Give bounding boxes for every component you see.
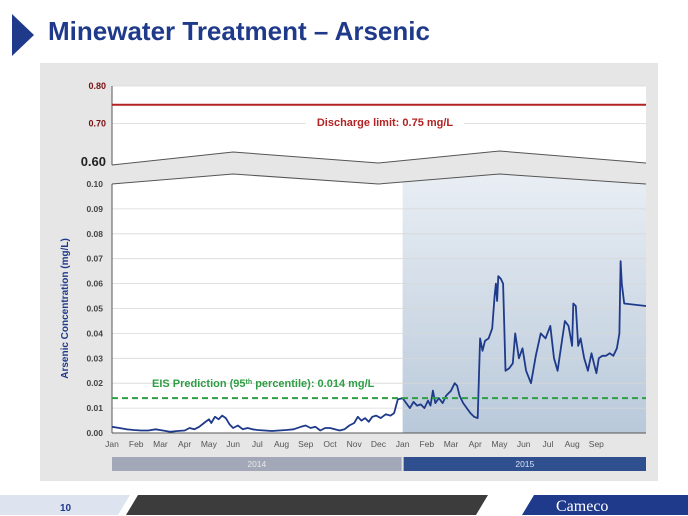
x-tick-label: Jan <box>105 439 119 449</box>
x-tick-label: Apr <box>469 439 482 449</box>
discharge-limit-label-bg <box>306 113 464 130</box>
upper-tick-label: 0.80 <box>88 81 106 91</box>
lower-tick-label: 0.04 <box>86 328 103 338</box>
lower-tick-label: 0.10 <box>86 179 103 189</box>
axis-break-lower-edge <box>111 173 647 185</box>
discharge-limit-label: Discharge limit: 0.75 mg/L <box>317 117 454 129</box>
x-tick-label: Jul <box>252 439 263 449</box>
slide-title: Minewater Treatment – Arsenic <box>48 16 430 46</box>
lower-tick-label: 0.05 <box>86 304 103 314</box>
x-tick-label: Sep <box>589 439 604 449</box>
y-axis-title: Arsenic Concentration (mg/L) <box>60 238 71 379</box>
page-number: 10 <box>60 503 72 514</box>
title-arrow-icon <box>12 14 34 56</box>
lower-tick-label: 0.08 <box>86 229 103 239</box>
x-tick-label: Feb <box>420 439 435 449</box>
x-tick-label: May <box>201 439 218 449</box>
upper-tick-label: 0.70 <box>88 119 106 129</box>
lower-tick-label: 0.06 <box>86 279 103 289</box>
year-label: 2014 <box>247 459 266 469</box>
shaded-2015-region <box>402 174 646 433</box>
axis-break-upper-edge <box>111 150 647 166</box>
lower-tick-label: 0.07 <box>86 254 103 264</box>
lower-tick-label: 0.03 <box>86 353 103 363</box>
x-tick-label: Sep <box>298 439 313 449</box>
chart-panel: Discharge limit: 0.75 mg/L EIS Prediction… <box>40 63 658 481</box>
lower-tick-label: 0.01 <box>86 403 103 413</box>
x-tick-label: Nov <box>347 439 363 449</box>
x-tick-label: Dec <box>371 439 387 449</box>
x-tick-label: Jul <box>542 439 553 449</box>
x-tick-label: Aug <box>565 439 580 449</box>
x-tick-label: Oct <box>323 439 337 449</box>
arsenic-series-line <box>111 260 647 433</box>
year-label: 2015 <box>515 459 534 469</box>
lower-tick-label: 0.09 <box>86 204 103 214</box>
x-tick-label: Feb <box>129 439 144 449</box>
year-bar <box>403 457 646 471</box>
footer-bar <box>0 495 688 515</box>
x-tick-label: May <box>491 439 508 449</box>
lower-tick-label: 0.00 <box>86 428 103 438</box>
upper-tick-label: 0.60 <box>81 154 106 169</box>
year-bar <box>112 457 402 471</box>
x-tick-label: Aug <box>274 439 289 449</box>
x-tick-label: Jan <box>396 439 410 449</box>
x-tick-label: Apr <box>178 439 191 449</box>
x-tick-label: Mar <box>153 439 168 449</box>
x-tick-label: Mar <box>444 439 459 449</box>
lower-tick-label: 0.02 <box>86 378 103 388</box>
company-logo: Cameco <box>556 498 609 515</box>
x-tick-label: Jun <box>226 439 240 449</box>
arsenic-chart: Discharge limit: 0.75 mg/L EIS Prediction… <box>60 81 647 471</box>
eis-prediction-label: EIS Prediction (95th percentile): 0.014 … <box>152 378 375 390</box>
x-tick-label: Jun <box>517 439 531 449</box>
